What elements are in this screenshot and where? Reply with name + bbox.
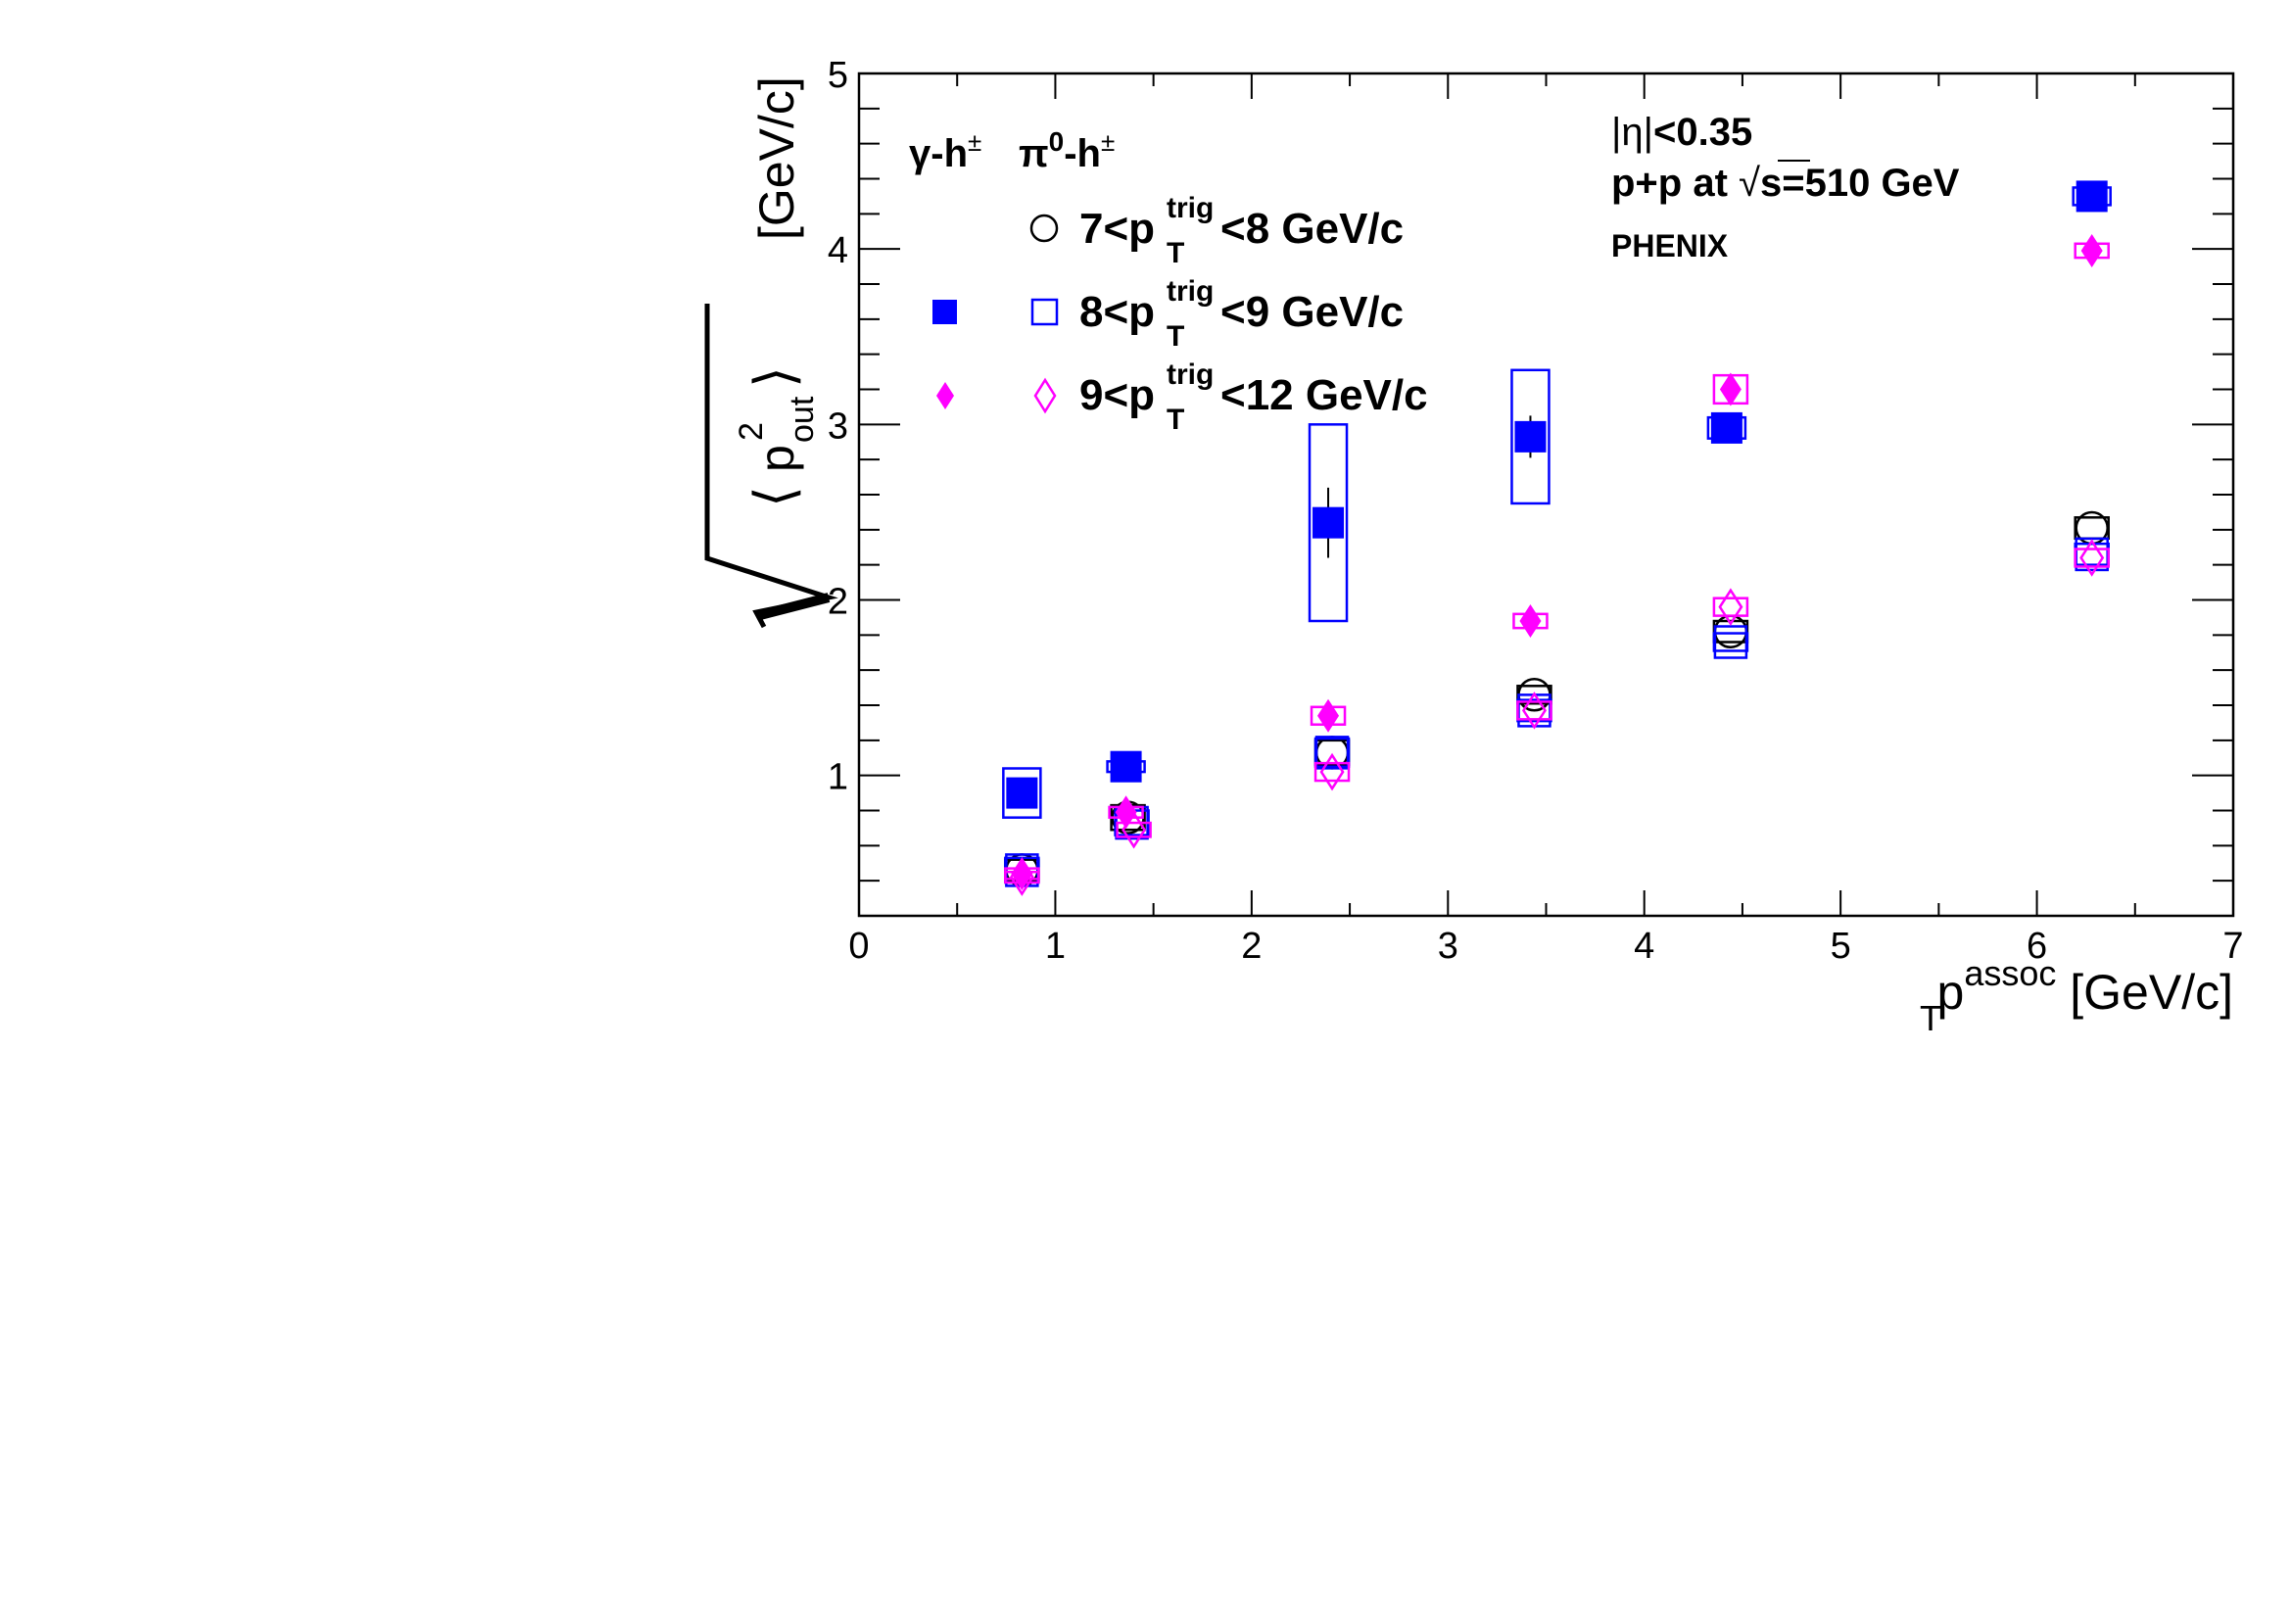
y-tick-label: 2 [828,582,848,623]
sys-box [1004,870,1040,884]
data-point [1110,750,1142,783]
x-tick-label: 0 [848,926,869,967]
sys-box [2074,548,2110,568]
legend-row-1: 7<p trig T <8 GeV/c [1079,192,1404,269]
y-tick-label: 4 [828,230,848,271]
sys-box [1116,821,1152,838]
legend-row-3-suffix: <12 GeV/c [1220,371,1428,419]
x-tick-label: 3 [1438,926,1458,967]
legend-header-pi: π0-h± [1019,126,1115,175]
legend-marker-filled-diamond [936,382,954,409]
sys-box [1516,700,1552,721]
data-point [2079,539,2105,577]
data-point [1519,604,1542,638]
sys-box [1712,597,1749,617]
data-point [1313,506,1345,539]
data-point [2080,233,2103,267]
data-point [1710,411,1742,444]
legend-row-2-sup: trig [1167,275,1214,308]
legend-row-1-sup: trig [1167,192,1214,224]
legend-row-1-suffix: <8 GeV/c [1220,205,1404,253]
sys-box [1308,423,1349,623]
y-axis-bracket-left: ⟨ [743,486,805,507]
sys-box [1002,767,1042,819]
data-point [1317,698,1340,733]
x-tick-labels: 0 1 2 3 4 5 6 7 [848,926,2243,967]
legend-row-2-prefix: 8<p [1079,288,1155,336]
data-point [1718,588,1743,626]
sys-box [1313,761,1351,783]
data-point [1006,777,1038,809]
x-tick-label: 6 [2027,926,2047,967]
legend-row-1-sub: T [1167,237,1184,269]
legend-marker-open-square [1030,298,1059,326]
legend-markers [932,214,1059,414]
x-tick-label: 7 [2222,926,2243,967]
data-point [1713,625,1748,659]
legend-header-gamma: γ-h± [909,127,981,175]
legend-row-2-sub: T [1167,320,1184,353]
annotation-eta: |η|<0.35 [1611,111,1752,154]
legend-row-3: 9<p trig T <12 GeV/c [1079,358,1428,436]
data-point [1319,752,1345,791]
x-tick-label: 2 [1241,926,1262,967]
y-tick-label: 1 [828,757,848,798]
series-open-diamond [1004,539,2110,896]
legend-row-2: 8<p trig T <9 GeV/c [1079,275,1404,353]
legend-marker-open-diamond [1033,377,1057,414]
annotation-system: p+p at √s=510 GeV [1611,162,1960,205]
y-axis-p: p [749,445,804,472]
data-point [1115,795,1137,830]
y-axis-sup: 2 [733,422,770,441]
y-axis-unit: [GeV/c] [749,76,804,240]
data-point [2076,180,2108,213]
data-point [1009,858,1034,896]
legend-row-3-sub: T [1167,404,1184,436]
y-tick-label: 5 [828,55,848,96]
y-axis-title: [GeV/c] ⟨ p 2 out ⟩ [704,76,838,629]
x-tick-label: 4 [1634,926,1654,967]
x-axis-title-subscript: T [1920,998,1941,1038]
data-point [1719,372,1742,406]
y-tick-label: 3 [828,406,848,447]
legend-row-1-prefix: 7<p [1079,205,1155,253]
axis-ticks [858,72,2234,917]
legend-marker-filled-square [932,300,957,324]
legend-row-3-prefix: 9<p [1079,371,1155,419]
data-point [1521,692,1547,730]
legend-row-2-suffix: <9 GeV/c [1220,288,1404,336]
x-axis-title: passoc [GeV/c] [1937,953,2233,1020]
x-tick-label: 5 [1831,926,1851,967]
sys-box [1510,368,1551,505]
data-point [1314,736,1350,770]
series-filled-square [1002,180,2112,819]
legend-marker-open-circle [1029,214,1059,243]
y-axis-sqrt-heavy [758,593,831,620]
y-tick-labels: 1 2 3 4 5 [828,55,848,798]
y-axis-bracket-right: ⟩ [743,366,805,388]
data-marks [1002,180,2112,896]
data-point [1514,420,1547,453]
annotation-experiment: PHENIX [1611,228,1729,263]
y-axis-sub: out [784,396,821,443]
legend-row-3-sup: trig [1167,358,1214,391]
x-tick-label: 1 [1045,926,1066,967]
data-point [1122,810,1147,849]
